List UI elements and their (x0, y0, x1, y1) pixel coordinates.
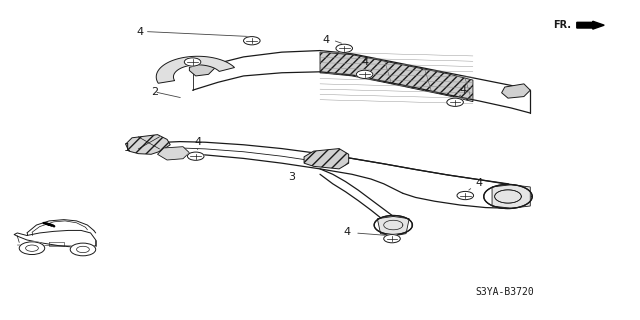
Polygon shape (304, 148, 349, 169)
Text: 4: 4 (476, 178, 483, 188)
FancyArrow shape (577, 21, 604, 29)
Text: 4: 4 (361, 57, 368, 67)
Polygon shape (189, 62, 215, 76)
Circle shape (70, 243, 96, 256)
Text: 4: 4 (343, 227, 350, 237)
Text: 1: 1 (124, 143, 131, 153)
Polygon shape (156, 56, 234, 83)
Circle shape (188, 152, 204, 160)
Circle shape (384, 235, 400, 243)
Circle shape (184, 58, 201, 66)
Polygon shape (320, 52, 473, 102)
Text: 2: 2 (151, 87, 158, 97)
Polygon shape (378, 216, 409, 236)
Circle shape (244, 36, 260, 45)
Circle shape (336, 44, 353, 52)
Circle shape (356, 70, 373, 78)
Text: 3: 3 (288, 172, 295, 182)
Circle shape (447, 98, 463, 106)
Polygon shape (125, 135, 170, 154)
Polygon shape (492, 185, 531, 208)
Text: 4: 4 (194, 137, 201, 147)
Text: S3YA-B3720: S3YA-B3720 (476, 287, 534, 297)
Polygon shape (502, 84, 531, 98)
Text: 4: 4 (323, 35, 330, 45)
Text: 4: 4 (137, 27, 144, 36)
Circle shape (457, 191, 474, 200)
Text: 4: 4 (459, 84, 467, 95)
Text: FR.: FR. (553, 20, 571, 30)
Circle shape (19, 242, 45, 254)
Polygon shape (157, 147, 189, 160)
